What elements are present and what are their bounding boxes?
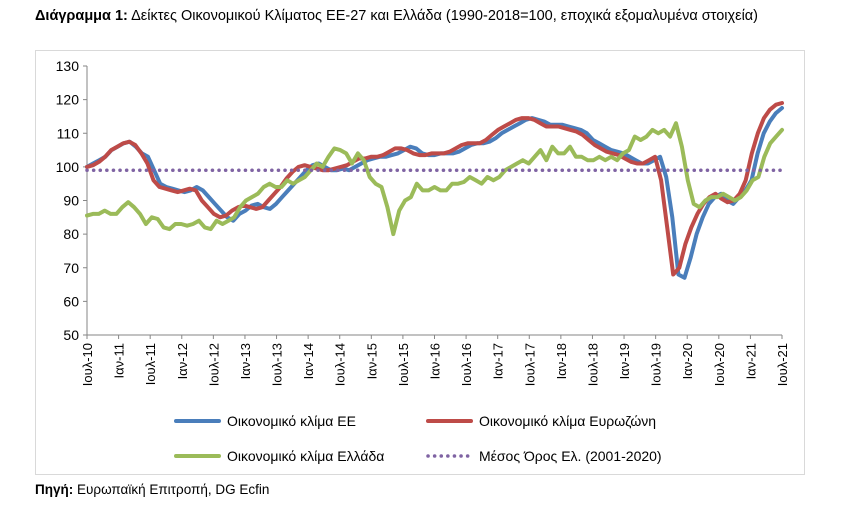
source-label: Πηγή: (35, 482, 74, 497)
x-tick-label: Ιουλ-21 (775, 343, 790, 386)
y-tick-label: 60 (63, 293, 79, 309)
x-tick-label: Ιαν-17 (491, 343, 506, 379)
y-tick-label: 50 (63, 327, 79, 343)
x-tick-label: Ιαν-20 (680, 343, 695, 379)
x-tick-label: Ιαν-12 (175, 343, 190, 379)
chart-source: Πηγή: Ευρωπαϊκή Επιτροπή, DG Ecfin (35, 482, 269, 497)
x-tick-label: Ιαν-16 (428, 343, 443, 379)
chart-caption: Διάγραμμα 1: Δείκτες Οικονομικού Κλίματο… (35, 7, 805, 25)
x-tick-label: Ιουλ-20 (712, 343, 727, 386)
y-tick-label: 70 (63, 260, 79, 276)
legend-label-4: Μέσος Όρος Ελ. (2001-2020) (479, 448, 662, 464)
x-tick-label: Ιαν-14 (301, 343, 316, 379)
x-tick-label: Ιουλ-10 (80, 343, 95, 386)
x-tick-label: Ιαν-18 (554, 343, 569, 379)
x-tick-label: Ιουλ-14 (333, 343, 348, 386)
caption-text: Δείκτες Οικονομικού Κλίματος ΕΕ-27 και Ε… (131, 8, 759, 24)
x-tick-label: Ιαν-19 (617, 343, 632, 379)
x-tick-label: Ιουλ-19 (649, 343, 664, 386)
line-chart: 50 60 70 80 90 100 110 120 130 Ιουλ-10 Ιαν-11 Ιουλ-… (56, 58, 790, 464)
x-tick-label: Ιουλ-16 (459, 343, 474, 386)
chart-frame: 50 60 70 80 90 100 110 120 130 Ιουλ-10 Ιαν-11 Ιουλ-… (35, 50, 805, 475)
x-tick-label: Ιουλ-15 (396, 343, 411, 386)
legend-label-3: Οικονομικό κλίμα Ελλάδα (227, 448, 384, 464)
x-tick-label: Ιουλ-13 (270, 343, 285, 386)
series-line-3 (85, 121, 784, 237)
y-tick-label: 90 (63, 193, 79, 209)
y-tick-label: 80 (63, 226, 79, 242)
legend-label-2: Οικονομικό κλίμα Ευρωζώνη (479, 413, 656, 429)
x-tick-label: Ιουλ-12 (206, 343, 221, 386)
y-tick-label: 110 (57, 125, 80, 141)
x-tick-label: Ιαν-21 (743, 343, 758, 379)
x-tick-label: Ιαν-13 (238, 343, 253, 379)
x-tick-label: Ιουλ-18 (585, 343, 600, 386)
y-tick-label: 100 (56, 159, 80, 175)
x-tick-label: Ιουλ-11 (143, 343, 158, 385)
y-tick-label: 120 (56, 92, 80, 108)
x-tick-label: Ιουλ-17 (522, 343, 537, 386)
series-line-2 (85, 101, 784, 277)
x-tick-label: Ιαν-11 (112, 343, 127, 378)
legend-label-1: Οικονομικό κλίμα ΕΕ (227, 413, 356, 429)
y-tick-label: 130 (56, 58, 80, 74)
source-text: Ευρωπαϊκή Επιτροπή, DG Ecfin (77, 482, 270, 497)
caption-label: Διάγραμμα 1: (35, 8, 128, 24)
x-tick-label: Ιαν-15 (364, 343, 379, 379)
